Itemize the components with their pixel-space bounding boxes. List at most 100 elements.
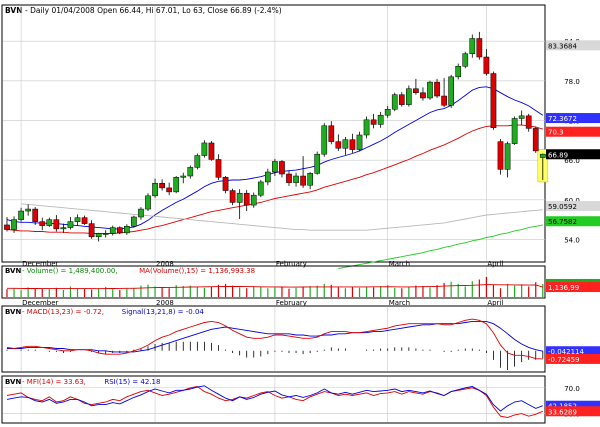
price-label-bg-3 <box>546 149 600 160</box>
price-label-4: 59.0592 <box>548 203 577 211</box>
candle-body-51 <box>363 119 370 136</box>
volume-xtick-3: March <box>389 299 410 307</box>
macd-label-bg-1 <box>546 353 600 364</box>
candle-body-18 <box>131 216 137 227</box>
price-title-text: - Daily 01/04/2008 Open 66.44, Hi 67.01,… <box>25 6 282 15</box>
candle-body-48 <box>342 139 349 149</box>
volume-label-1: 1,136,99 <box>548 284 579 292</box>
macd-plot <box>6 307 544 371</box>
candle-body-39 <box>279 161 285 175</box>
candle-body-20 <box>145 195 151 210</box>
candle-body-74 <box>525 115 532 129</box>
candle-body-26 <box>187 167 194 177</box>
price-xtick-0: December <box>22 260 58 268</box>
candle-body-40 <box>286 173 292 183</box>
price-panel: BVN - Daily 01/04/2008 Open 66.44, Hi 67… <box>1 4 600 270</box>
volume-legend-2: MA(Volume(),15) = 1,136,993.38 <box>139 267 255 275</box>
mfi-right-labels: 42.185233.6289 <box>546 400 600 417</box>
candle-body-67 <box>476 38 483 58</box>
candle-body-64 <box>455 66 462 78</box>
price-label-bg-5 <box>546 216 600 227</box>
candle-body-17 <box>124 226 130 234</box>
volume-legend-0: BVN <box>5 267 21 275</box>
price-ytick-5: 54.0 <box>564 236 580 244</box>
candle-body-4 <box>32 208 39 222</box>
candle-body-37 <box>265 171 271 183</box>
candle-body-3 <box>25 208 31 212</box>
volume-label-bg-1 <box>546 282 600 293</box>
candle-body-56 <box>398 94 405 105</box>
ma-line-3 <box>338 224 543 270</box>
candle-body-44 <box>314 153 321 174</box>
candle-body-0 <box>4 224 10 230</box>
candle-body-23 <box>166 187 173 193</box>
price-label-3: 66.89 <box>548 151 568 159</box>
candle-body-36 <box>257 181 264 196</box>
price-x-axis: December 2008 February March April <box>22 260 503 268</box>
price-xtick-2: February <box>276 260 307 268</box>
candle-body-47 <box>335 141 342 149</box>
price-label-5: 56.7582 <box>548 218 577 226</box>
volume-legend-1: - Volume() = 1,489,400.00, <box>22 267 118 275</box>
candle-body-1 <box>11 219 17 230</box>
candle-body-8 <box>60 227 67 230</box>
candle-body-55 <box>391 94 398 110</box>
volume-panel-frame <box>1 265 546 299</box>
candle-body-72 <box>511 118 518 144</box>
candle-body-43 <box>307 173 313 186</box>
candle-body-52 <box>370 119 377 125</box>
price-label-0: 83.3684 <box>548 42 577 50</box>
candle-body-24 <box>173 177 180 193</box>
candle-body-62 <box>441 95 447 106</box>
candle-body-63 <box>448 76 454 106</box>
macd-label-bg-0 <box>546 346 600 357</box>
mfi-legend-1: - MFI(14) = 33.63, <box>22 378 86 386</box>
mfi-ytick-0: 70.0 <box>564 385 580 393</box>
mfi-legend-2: RSI(15) = 42.18 <box>104 378 160 386</box>
price-y-axis: 84.078.072.066.060.054.0 <box>564 38 580 244</box>
mfi-legend-0: BVN <box>5 378 21 386</box>
candle-body-33 <box>236 192 243 203</box>
price-ytick-4: 60.0 <box>564 197 580 205</box>
candle-body-58 <box>413 88 419 93</box>
candle-body-12 <box>88 223 95 238</box>
candle-body-5 <box>39 221 46 226</box>
mfi-plot <box>3 377 545 422</box>
candle-body-35 <box>250 194 257 206</box>
price-panel-frame <box>1 4 546 263</box>
volume-xtick-2: February <box>276 299 307 307</box>
candle-body-54 <box>384 108 391 116</box>
candle-body-46 <box>328 125 335 142</box>
candle-body-14 <box>102 233 109 235</box>
candle-body-21 <box>152 183 158 197</box>
macd-legend-2: Signal(13,21,8) = -0.04 <box>122 308 205 316</box>
candle-body-32 <box>229 190 236 203</box>
candle-body-68 <box>483 56 490 74</box>
macd-line <box>6 318 543 360</box>
candle-body-38 <box>272 161 278 173</box>
candle-body-10 <box>74 217 81 222</box>
volume-panel: BVN - Volume() = 1,489,400.00, MA(Volume()… <box>1 265 600 307</box>
candle-body-2 <box>18 210 24 220</box>
mfi-panel: BVN - MFI(14) = 33.63, RSI(15) = 42.18 70.… <box>1 375 600 424</box>
macd-label-1: -0.72459 <box>548 356 579 364</box>
candle-body-59 <box>420 92 426 99</box>
candle-body-49 <box>349 139 356 150</box>
candle-body-65 <box>462 53 469 67</box>
candle-body-50 <box>356 134 363 150</box>
macd-label-0: -0.042114 <box>548 348 584 356</box>
candle-body-53 <box>377 114 384 125</box>
price-right-labels: 83.3684 72.3672 70.3 66.89 59.0592 56.7582 <box>546 40 600 227</box>
price-label-bg-1 <box>546 113 600 124</box>
candle-body-41 <box>293 175 299 183</box>
volume-right-labels: 1,489,401,136,99 <box>546 278 600 293</box>
candle-body-27 <box>194 155 201 168</box>
volume-x-axis: December 2008 February March April <box>22 299 503 307</box>
macd-legend-0: BVN <box>5 308 21 316</box>
price-label-bg-2 <box>546 126 600 137</box>
candle-body-6 <box>46 219 53 226</box>
volume-bars <box>6 267 544 297</box>
candle-body-9 <box>67 221 74 228</box>
candle-body-69 <box>490 73 497 128</box>
mfi-label-bg-0 <box>546 400 600 411</box>
